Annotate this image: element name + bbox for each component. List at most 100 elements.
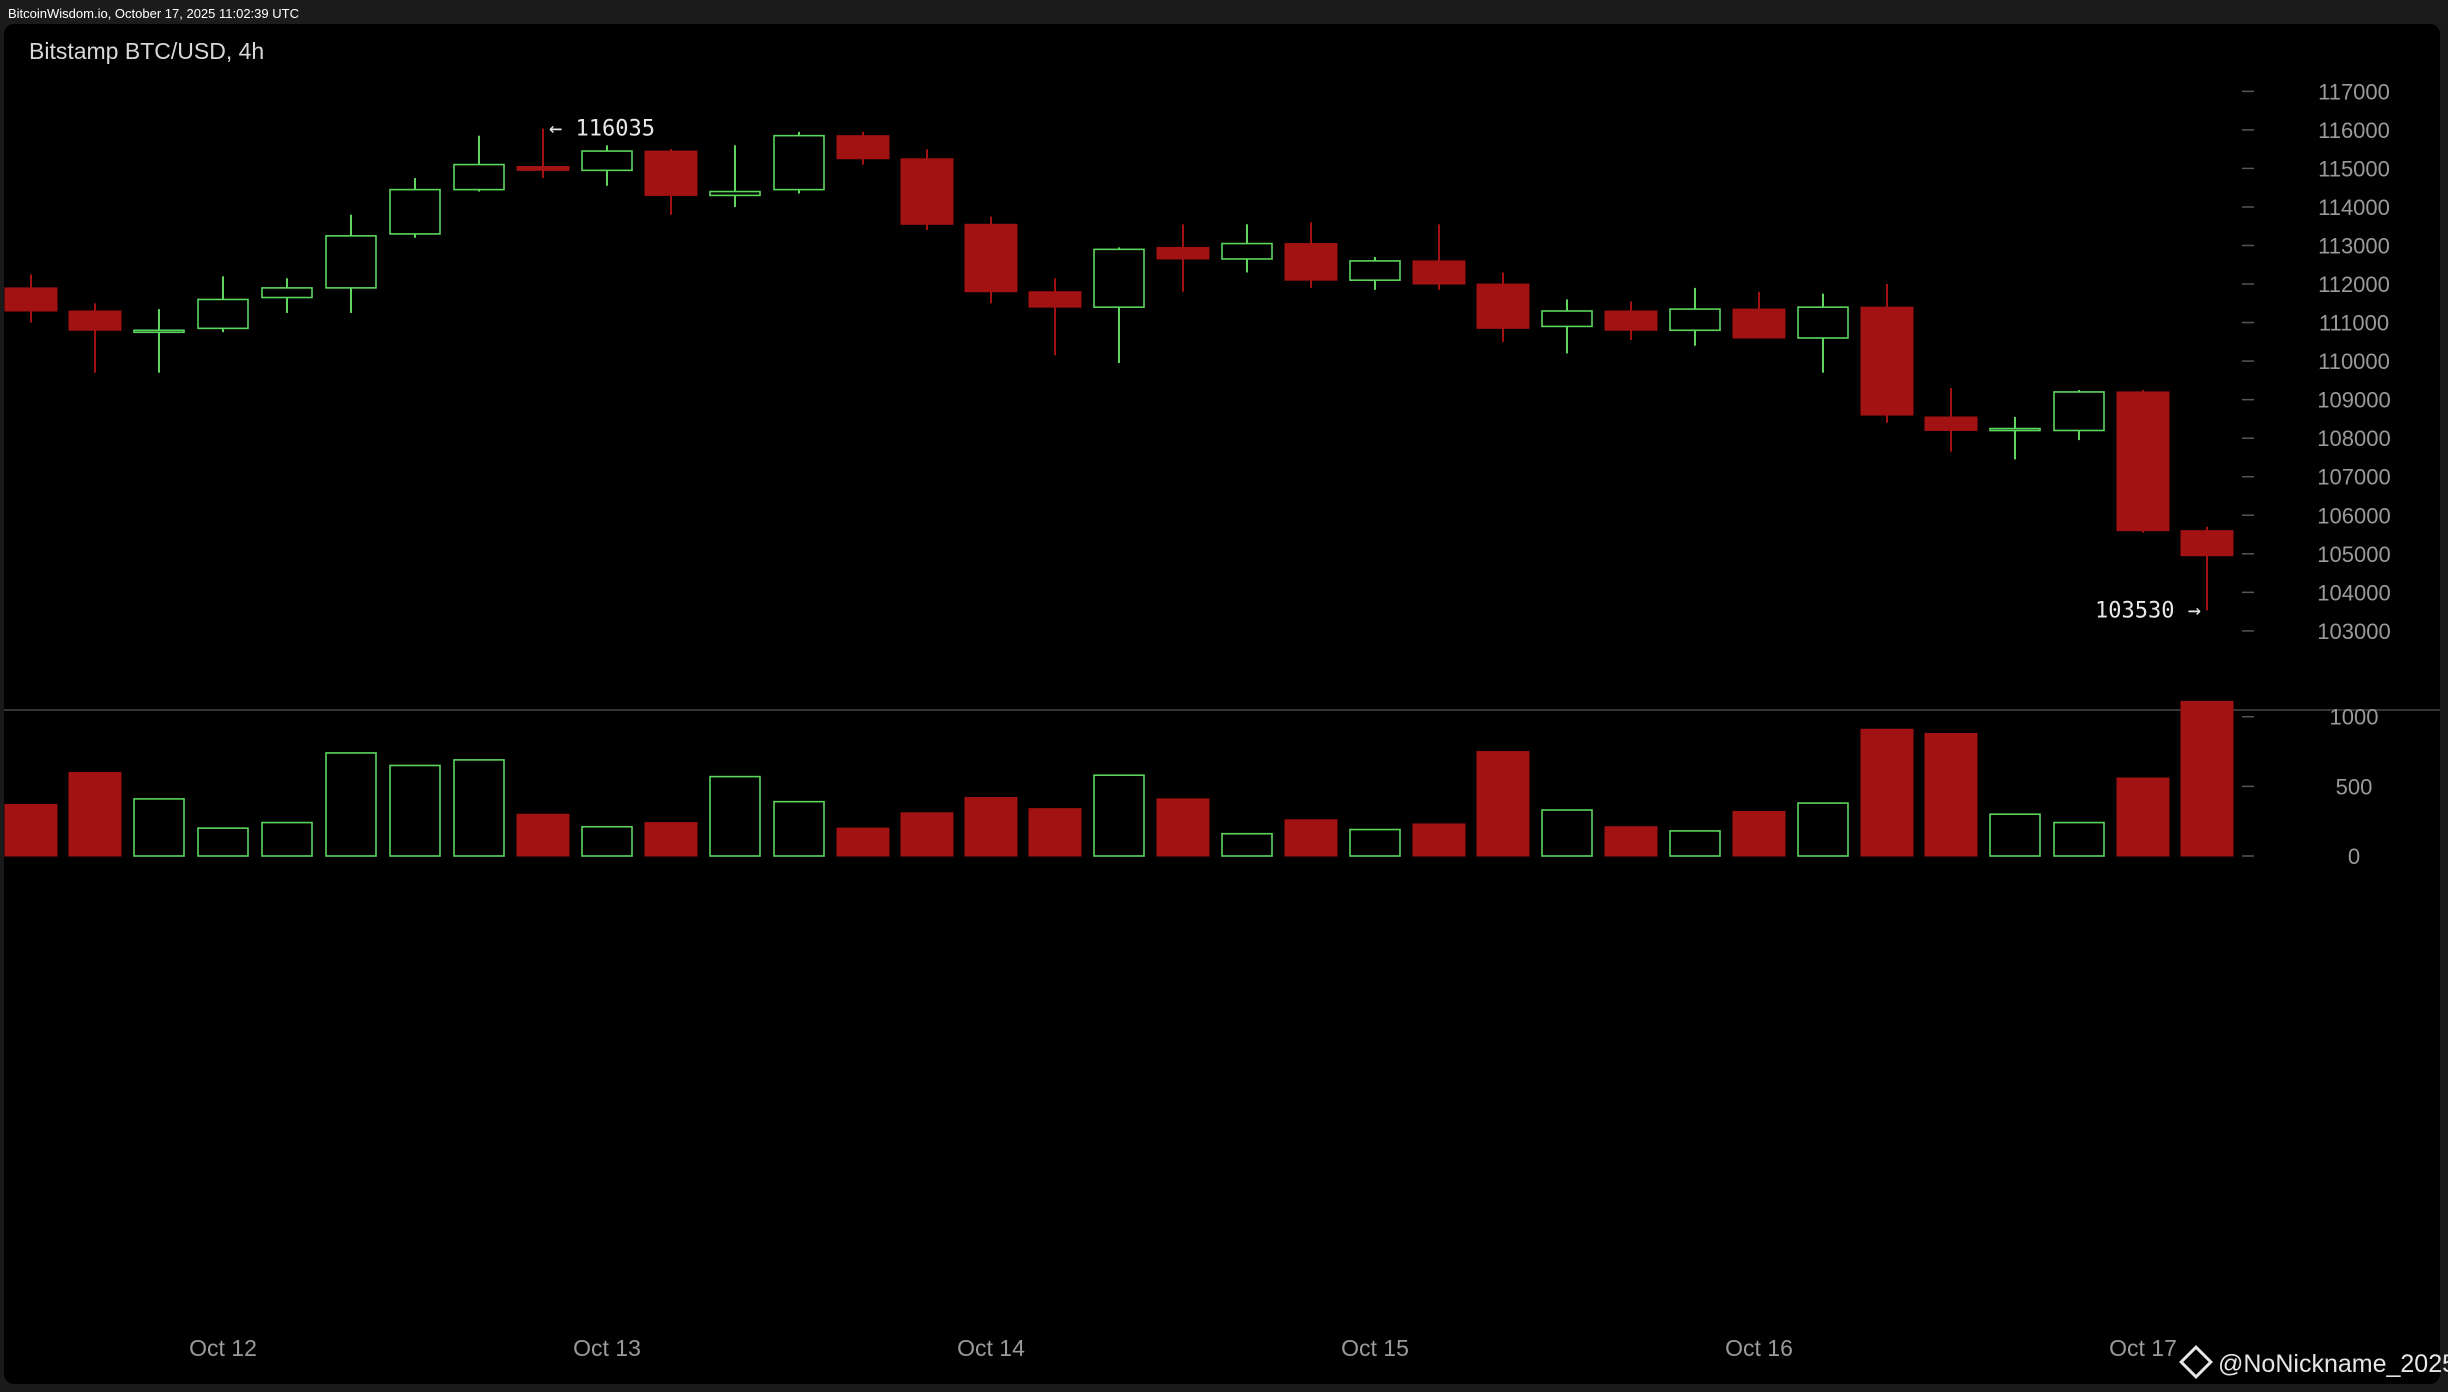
volume-bar — [1924, 732, 1978, 857]
candle — [581, 145, 633, 186]
candle-body — [964, 223, 1018, 293]
x-tick-label: Oct 13 — [573, 1335, 641, 1361]
candle — [1989, 416, 2041, 460]
volume-bar — [1604, 826, 1658, 857]
x-tick-label: Oct 15 — [1341, 1335, 1409, 1361]
candle-body — [2116, 391, 2170, 532]
volume-bar — [1284, 819, 1338, 857]
candle — [1221, 224, 1273, 273]
price-tick-label: 111000 — [2319, 311, 2389, 336]
chart-panel[interactable]: 103000 104000 105000 106000 107000 108000 1090… — [4, 24, 2440, 1384]
candle-body — [261, 287, 313, 299]
volume-bar — [900, 812, 954, 857]
chart-title: Bitstamp BTC/USD, 4h — [29, 38, 265, 64]
candle — [900, 149, 954, 231]
candle-body — [1604, 310, 1658, 331]
price-tick-label: 117000 — [2318, 79, 2390, 104]
x-tick-label: Oct 17 — [2109, 1335, 2177, 1361]
price-tick-label: 107000 — [2317, 465, 2390, 490]
x-tick-label: Oct 12 — [189, 1335, 257, 1361]
volume-bar — [1860, 728, 1914, 857]
candle — [773, 131, 825, 194]
candle-body — [1349, 260, 1401, 281]
volume-bar — [581, 825, 633, 857]
candle-body — [4, 287, 58, 312]
candle-body — [1476, 283, 1530, 329]
volume-bar — [325, 752, 377, 857]
candle-body — [1541, 310, 1593, 328]
candle — [1412, 224, 1466, 290]
diamond-logo-icon — [2179, 1345, 2213, 1380]
volume-bar — [2180, 700, 2234, 857]
price-tick-label: 103000 — [2317, 619, 2390, 644]
price-tick-label: 104000 — [2317, 580, 2390, 605]
volume-bar — [453, 759, 505, 857]
volume-bar — [2116, 777, 2170, 857]
candle — [2180, 526, 2234, 611]
price-tick-label: 106000 — [2317, 503, 2390, 528]
candle-body — [389, 188, 441, 235]
volume-bar — [1349, 828, 1401, 857]
volume-bar — [1797, 802, 1849, 857]
volume-bar — [197, 827, 249, 857]
candle-body — [1860, 306, 1914, 416]
volume-bar — [1989, 813, 2041, 857]
candle — [644, 149, 698, 215]
volume-bar — [1476, 751, 1530, 857]
high-annotation: ← 116035 — [549, 117, 655, 142]
candles-layer — [4, 128, 2234, 611]
watermark: @NoNickname_2025 — [2179, 1345, 2448, 1380]
candle — [197, 276, 249, 333]
volume-bar — [1541, 809, 1593, 857]
candle — [453, 135, 505, 192]
candle — [133, 309, 185, 373]
candle — [516, 128, 570, 179]
candle-body — [1412, 260, 1466, 285]
candle — [261, 278, 313, 313]
price-tick-label: 105000 — [2317, 542, 2390, 567]
volume-tick-label: 1000 — [2330, 705, 2379, 730]
candle — [389, 178, 441, 238]
candle-body — [836, 135, 890, 160]
candle — [1924, 388, 1978, 452]
candle — [1093, 247, 1145, 364]
candle — [1797, 293, 1849, 373]
volume-bar — [709, 775, 761, 857]
candle-body — [1093, 248, 1145, 308]
volume-bar — [1669, 830, 1721, 857]
candle-body — [1221, 242, 1273, 260]
volume-bar — [836, 827, 890, 857]
candle-body — [325, 235, 377, 289]
candle — [68, 303, 122, 373]
x-tick-label: Oct 16 — [1725, 1335, 1793, 1361]
volume-bar — [261, 821, 313, 857]
candle-body — [68, 310, 122, 331]
candle-body — [644, 150, 698, 196]
axes-layer: 103000 104000 105000 106000 107000 108000 1090… — [189, 79, 2391, 1361]
candle — [1284, 222, 1338, 288]
candle — [2053, 390, 2105, 441]
price-tick-label: 108000 — [2317, 426, 2390, 451]
candle — [2116, 390, 2170, 533]
candle-body — [773, 134, 825, 191]
top-bar: BitcoinWisdom.io, October 17, 2025 11:02… — [0, 0, 2448, 24]
volume-bar — [1221, 832, 1273, 857]
price-tick-label: 115000 — [2318, 156, 2390, 181]
candle — [1732, 291, 1786, 339]
chart-canvas[interactable]: 103000 104000 105000 106000 107000 108000 1090… — [4, 24, 2440, 1384]
price-tick-label: 112000 — [2318, 272, 2390, 297]
volume-bar — [133, 798, 185, 857]
volume-bar — [964, 797, 1018, 857]
volume-bar — [389, 764, 441, 857]
watermark-text: @NoNickname_2025 — [2218, 1350, 2448, 1378]
volume-bar — [68, 771, 122, 857]
candle-body — [581, 150, 633, 172]
candle — [709, 145, 761, 207]
annotations-layer: ← 116035 103530 → — [549, 117, 2201, 624]
volume-bar — [1093, 774, 1145, 857]
x-tick-label: Oct 14 — [957, 1335, 1025, 1361]
volume-bar — [1156, 798, 1210, 857]
candle — [1669, 287, 1721, 346]
candle — [325, 214, 377, 313]
volume-tick-label: 0 — [2348, 844, 2360, 869]
